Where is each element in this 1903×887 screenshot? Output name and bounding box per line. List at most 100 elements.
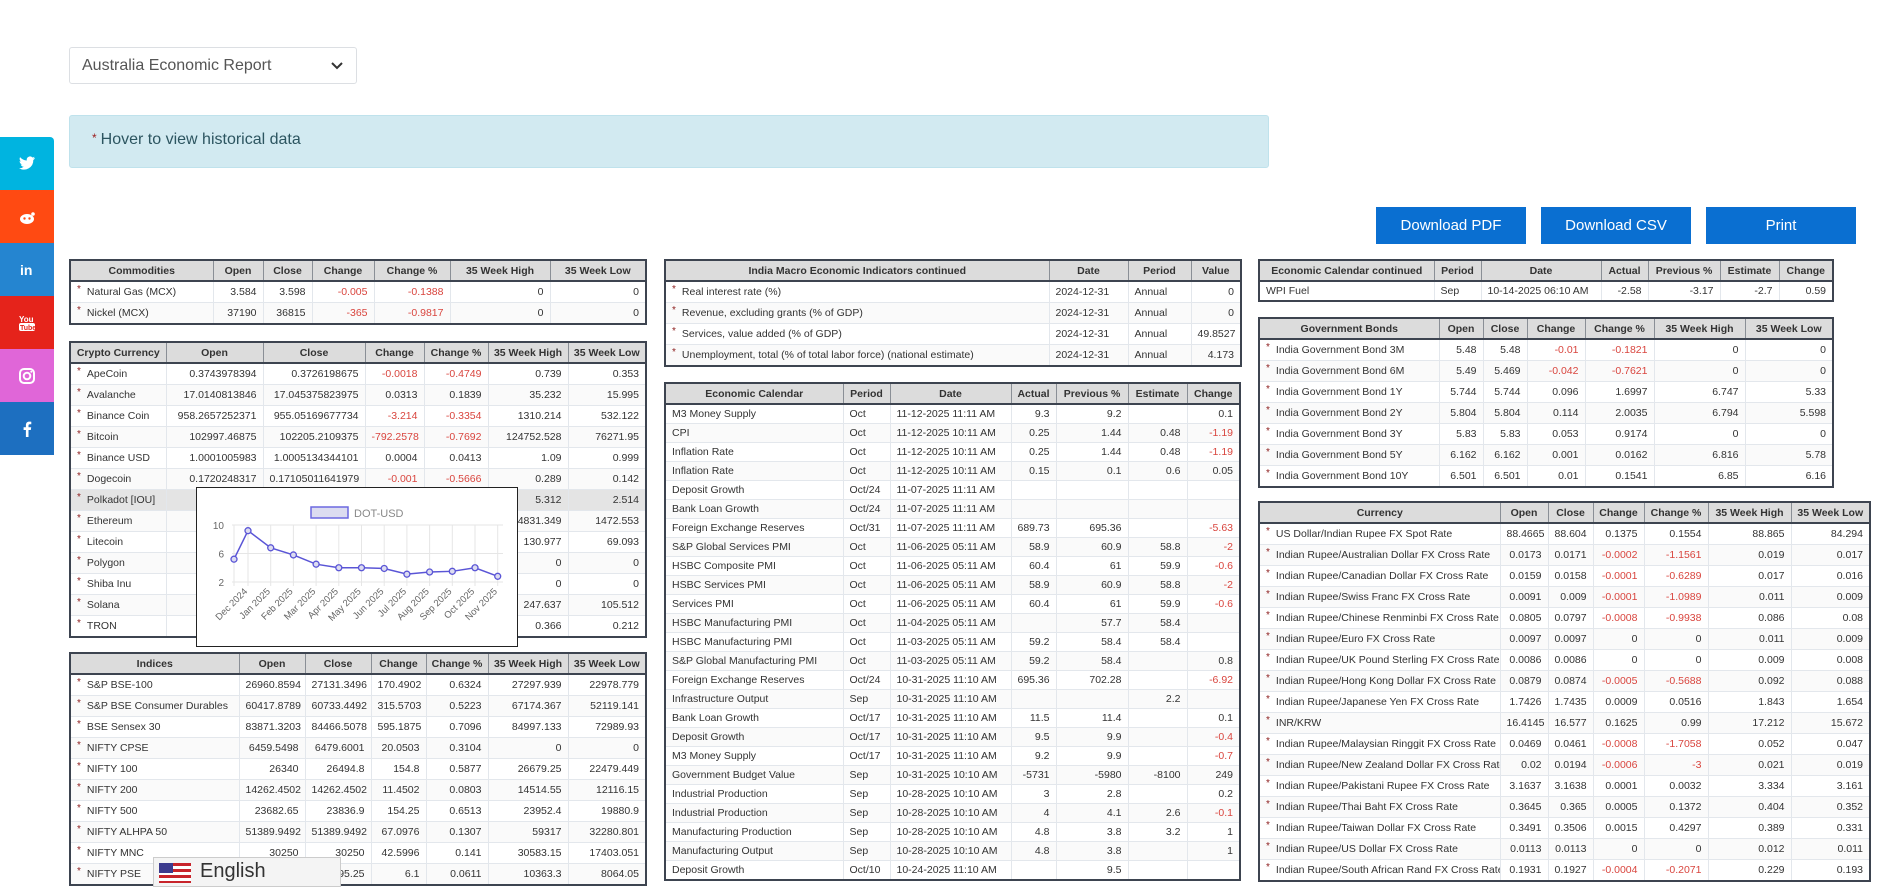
share-button-reddit[interactable]: [0, 190, 54, 243]
history-asterisk-icon[interactable]: *: [1266, 757, 1270, 768]
table-row[interactable]: * S&P BSE-100 26960.8594 27131.3496 170.4902…: [69, 673, 647, 696]
column-header[interactable]: Period: [842, 382, 891, 405]
table-row[interactable]: * NIFTY ALHPA 50 51389.9492 51389.9492 67.09…: [69, 821, 647, 843]
table-row[interactable]: * Indian Rupee/Hong Kong Dollar FX Cross …: [1258, 670, 1871, 692]
column-header[interactable]: Commodities: [69, 259, 214, 282]
column-header[interactable]: Crypto Currency: [69, 341, 167, 364]
history-asterisk-icon[interactable]: *: [77, 450, 81, 461]
history-asterisk-icon[interactable]: *: [1266, 799, 1270, 810]
table-row[interactable]: * NIFTY MNC 30250 30250 42.5996 0.141 30583.15…: [69, 842, 647, 864]
column-header[interactable]: Previous %: [1647, 259, 1721, 282]
column-header[interactable]: Change: [311, 259, 375, 282]
column-header[interactable]: Open: [1499, 501, 1549, 524]
history-asterisk-icon[interactable]: *: [1266, 652, 1270, 663]
column-header[interactable]: 35 Week High: [449, 259, 551, 282]
history-asterisk-icon[interactable]: *: [77, 576, 81, 587]
table-row[interactable]: HSBC Manufacturing PMI Oct 11-04-2025 05:1…: [664, 613, 1241, 633]
column-header[interactable]: Close: [1547, 501, 1594, 524]
table-row[interactable]: * Indian Rupee/Pakistani Rupee FX Cross R…: [1258, 775, 1871, 797]
history-asterisk-icon[interactable]: *: [77, 387, 81, 398]
table-row[interactable]: Manufacturing Production Sep 10-28-2025 10…: [664, 822, 1241, 842]
column-header[interactable]: Indices: [69, 652, 240, 675]
history-asterisk-icon[interactable]: *: [1266, 384, 1270, 395]
table-row[interactable]: * India Government Bond 10Y 6.501 6.501 0.01…: [1258, 465, 1834, 488]
column-header[interactable]: Government Bonds: [1258, 317, 1440, 340]
history-asterisk-icon[interactable]: *: [77, 824, 81, 835]
history-asterisk-icon[interactable]: *: [1266, 468, 1270, 479]
table-row[interactable]: * BSE Sensex 30 83871.3203 84466.5078 595.18…: [69, 716, 647, 738]
column-header[interactable]: 35 Week Low: [1744, 317, 1834, 340]
table-row[interactable]: * Indian Rupee/Euro FX Cross Rate 0.0097 0.…: [1258, 628, 1871, 650]
table-row[interactable]: * India Government Bond 3Y 5.83 5.83 0.053 0.…: [1258, 423, 1834, 445]
column-header[interactable]: Change %: [1643, 501, 1709, 524]
history-asterisk-icon[interactable]: *: [1266, 447, 1270, 458]
table-row[interactable]: CPI Oct 11-12-2025 10:11 AM 0.25 1.44 0.48 -1.…: [664, 423, 1241, 443]
table-row[interactable]: * Services, value added (% of GDP) 2024-12…: [664, 323, 1242, 345]
column-header[interactable]: Actual: [1600, 259, 1649, 282]
column-header[interactable]: Economic Calendar: [664, 382, 844, 405]
column-header[interactable]: Open: [1438, 317, 1484, 340]
history-asterisk-icon[interactable]: *: [77, 305, 81, 316]
column-header[interactable]: Open: [212, 259, 264, 282]
column-header[interactable]: Close: [262, 259, 313, 282]
history-asterisk-icon[interactable]: *: [77, 782, 81, 793]
table-row[interactable]: * S&P BSE Consumer Durables 60417.8789 6073…: [69, 695, 647, 717]
table-row[interactable]: Foreign Exchange Reserves Oct/24 10-31-202…: [664, 670, 1241, 690]
table-row[interactable]: * India Government Bond 5Y 6.162 6.162 0.001…: [1258, 444, 1834, 466]
column-header[interactable]: Period: [1127, 259, 1192, 282]
table-row[interactable]: * Indian Rupee/Canadian Dollar FX Cross R…: [1258, 565, 1871, 587]
history-asterisk-icon[interactable]: *: [1266, 405, 1270, 416]
column-header[interactable]: Open: [165, 341, 264, 364]
table-row[interactable]: * Indian Rupee/Australian Dollar FX Cross…: [1258, 544, 1871, 566]
history-asterisk-icon[interactable]: *: [672, 284, 676, 295]
history-asterisk-icon[interactable]: *: [77, 618, 81, 629]
column-header[interactable]: Date: [889, 382, 1012, 405]
column-header[interactable]: Close: [304, 652, 372, 675]
history-asterisk-icon[interactable]: *: [672, 347, 676, 358]
table-row[interactable]: Industrial Production Sep 10-28-2025 10:10…: [664, 784, 1241, 804]
table-row[interactable]: Deposit Growth Oct/17 10-31-2025 11:10 AM 9…: [664, 727, 1241, 747]
history-asterisk-icon[interactable]: *: [1266, 673, 1270, 684]
history-asterisk-icon[interactable]: *: [77, 740, 81, 751]
table-row[interactable]: * Indian Rupee/Swiss Franc FX Cross Rate 0…: [1258, 586, 1871, 608]
table-row[interactable]: Manufacturing Output Sep 10-28-2025 10:10 …: [664, 841, 1241, 861]
column-header[interactable]: Change: [1526, 317, 1586, 340]
column-header[interactable]: Close: [262, 341, 366, 364]
table-row[interactable]: * Indian Rupee/Thai Baht FX Cross Rate 0.3…: [1258, 796, 1871, 818]
share-button-youtube[interactable]: You Tube: [0, 296, 54, 349]
table-row[interactable]: * India Government Bond 2Y 5.804 5.804 0.114…: [1258, 402, 1834, 424]
table-row[interactable]: * Indian Rupee/Japanese Yen FX Cross Rate…: [1258, 691, 1871, 713]
table-row[interactable]: S&P Global Services PMI Oct 11-06-2025 05:…: [664, 537, 1241, 557]
history-asterisk-icon[interactable]: *: [1266, 841, 1270, 852]
table-row[interactable]: * Real interest rate (%) 2024-12-31 Annual 0: [664, 280, 1242, 303]
history-asterisk-icon[interactable]: *: [1266, 363, 1270, 374]
table-row[interactable]: Foreign Exchange Reserves Oct/31 11-07-202…: [664, 518, 1241, 538]
table-row[interactable]: * US Dollar/Indian Rupee FX Spot Rate 88.4…: [1258, 522, 1871, 545]
table-row[interactable]: M3 Money Supply Oct/17 10-31-2025 11:10 AM…: [664, 746, 1241, 766]
history-asterisk-icon[interactable]: *: [77, 677, 81, 688]
history-asterisk-icon[interactable]: *: [77, 408, 81, 419]
share-button-twitter[interactable]: [0, 137, 54, 190]
column-header[interactable]: 35 Week Low: [549, 259, 647, 282]
column-header[interactable]: Previous %: [1055, 382, 1129, 405]
column-header[interactable]: Change: [1778, 259, 1834, 282]
column-header[interactable]: 35 Week Low: [567, 341, 647, 364]
history-asterisk-icon[interactable]: *: [1266, 715, 1270, 726]
table-row[interactable]: * Dogecoin 0.1720248317 0.17105011641979 -0.…: [69, 468, 647, 490]
history-asterisk-icon[interactable]: *: [77, 366, 81, 377]
table-row[interactable]: Bank Loan Growth Oct/17 10-31-2025 11:10 A…: [664, 708, 1241, 728]
column-header[interactable]: 35 Week High: [1707, 501, 1792, 524]
history-asterisk-icon[interactable]: *: [77, 845, 81, 856]
table-row[interactable]: S&P Global Manufacturing PMI Oct 11-03-202…: [664, 651, 1241, 671]
table-row[interactable]: * NIFTY 100 26340 26494.8 154.8 0.5877 26679.2…: [69, 758, 647, 780]
table-row[interactable]: Inflation Rate Oct 11-12-2025 10:11 AM 0.15…: [664, 461, 1241, 481]
history-asterisk-icon[interactable]: *: [1266, 862, 1270, 873]
history-asterisk-icon[interactable]: *: [77, 803, 81, 814]
table-row[interactable]: * Avalanche 17.0140813846 17.045375823975 0.…: [69, 384, 647, 406]
column-header[interactable]: Change: [364, 341, 425, 364]
column-header[interactable]: 35 Week High: [1653, 317, 1746, 340]
column-header[interactable]: Period: [1433, 259, 1482, 282]
history-asterisk-icon[interactable]: *: [77, 698, 81, 709]
table-row[interactable]: * Binance Coin 958.2657252371 955.051696777…: [69, 405, 647, 427]
print-button[interactable]: Print: [1706, 207, 1856, 244]
